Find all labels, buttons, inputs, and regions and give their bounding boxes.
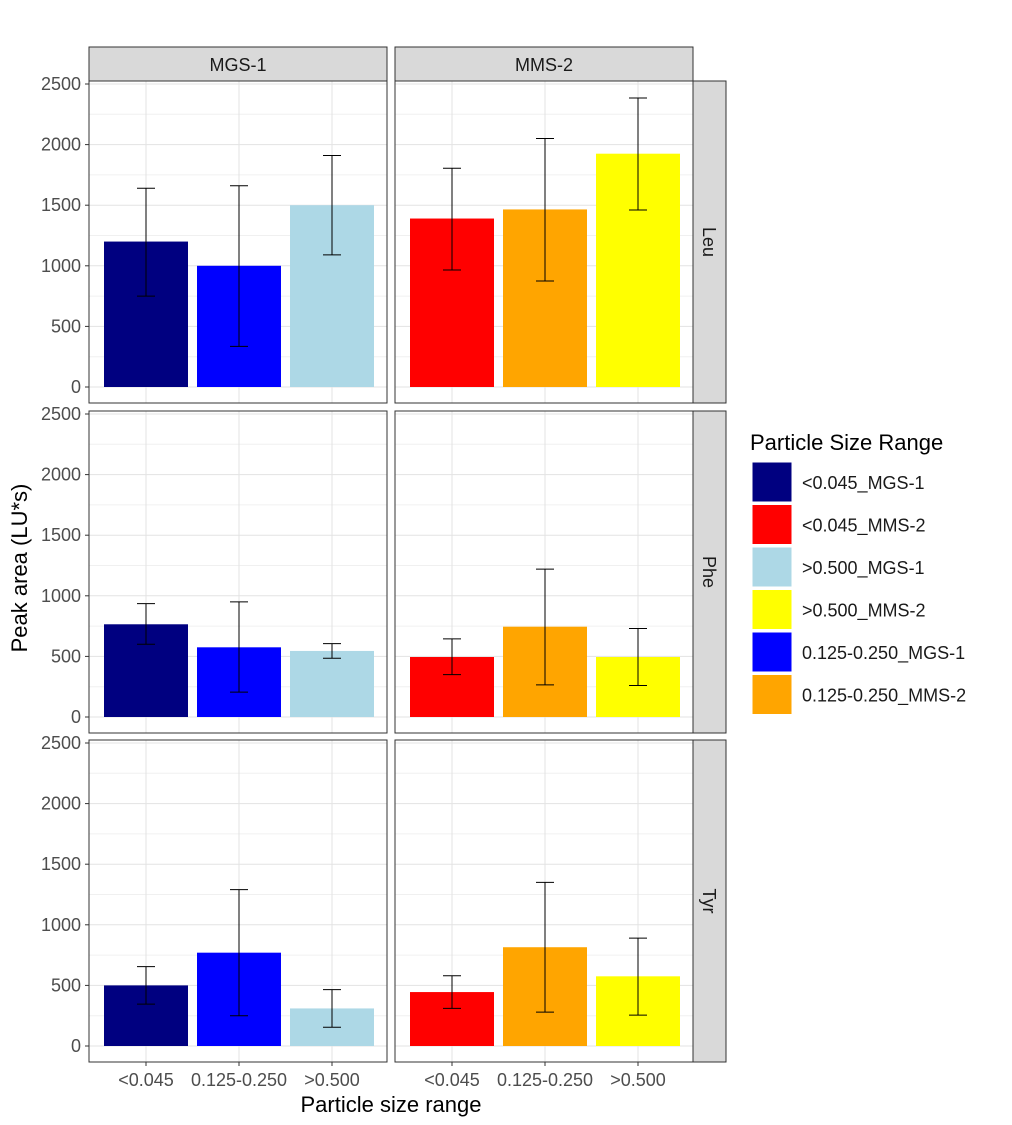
panel-border	[88, 80, 388, 404]
y-tick-label: 0	[71, 707, 81, 727]
facet-strip-label: Tyr	[699, 889, 719, 914]
chart-panels: MGS-1 MMS-2 Leu 0 500 1000 1500 2000 2500 Phe 0 500…	[41, 46, 727, 1090]
y-tick-label: 1500	[41, 525, 81, 545]
y-tick-label: 2000	[41, 465, 81, 485]
legend-label: 0.125-0.250_MGS-1	[802, 643, 965, 664]
x-tick-label: >0.500	[610, 1070, 666, 1090]
legend-key-0-500-mms-2	[751, 589, 793, 630]
y-tick-label: 500	[51, 646, 81, 666]
panel-border	[88, 410, 388, 734]
legend-key-0-500-mgs-1	[751, 546, 793, 588]
x-axis-title: Particle size range	[301, 1092, 482, 1117]
y-tick-label: 0	[71, 377, 81, 397]
y-tick-label: 500	[51, 316, 81, 336]
legend-label: <0.045_MMS-2	[802, 516, 926, 537]
legend-key-0-045-mms-2	[751, 504, 793, 545]
x-tick-label: 0.125-0.250	[191, 1070, 287, 1090]
facet-strip-mgs-1	[88, 46, 388, 82]
bar-phe-mgs-1-0-500	[290, 650, 374, 717]
facet-strip-tyr	[692, 739, 727, 1063]
legend-label: 0.125-0.250_MMS-2	[802, 686, 966, 707]
legend-key-0-125-0-250-mgs-1	[751, 631, 793, 673]
y-tick-label: 1000	[41, 586, 81, 606]
y-tick-label: 2000	[41, 794, 81, 814]
legend-label: >0.500_MMS-2	[802, 601, 926, 622]
legend-label: <0.045_MGS-1	[802, 473, 925, 494]
x-tick-label: <0.045	[118, 1070, 174, 1090]
facet-strip-mms-2	[394, 46, 694, 82]
legend: Particle Size Range <0.045_MGS-1 <0.045_M…	[750, 430, 966, 715]
x-tick-label: <0.045	[424, 1070, 480, 1090]
facet-strip-label: Phe	[699, 556, 719, 588]
legend-label: >0.500_MGS-1	[802, 558, 925, 579]
y-tick-label: 1500	[41, 195, 81, 215]
panel-border	[88, 739, 388, 1063]
panel-border	[394, 739, 694, 1063]
facet-strip-leu	[692, 80, 727, 404]
y-tick-label: 1000	[41, 256, 81, 276]
legend-key-0-045-mgs-1	[751, 461, 793, 503]
facet-strip-label: MGS-1	[209, 55, 266, 75]
facet-strip-label: MMS-2	[515, 55, 573, 75]
x-tick-label: >0.500	[304, 1070, 360, 1090]
legend-key-0-125-0-250-mms-2	[751, 674, 793, 715]
x-tick-label: 0.125-0.250	[497, 1070, 593, 1090]
y-tick-label: 2000	[41, 135, 81, 155]
facet-strip-label: Leu	[699, 227, 719, 257]
y-tick-label: 2500	[41, 733, 81, 753]
legend-title: Particle Size Range	[750, 430, 943, 455]
y-tick-label: 2500	[41, 74, 81, 94]
panel-border	[394, 80, 694, 404]
y-axis-title: Peak area (LU*s)	[7, 484, 32, 653]
y-tick-label: 500	[51, 975, 81, 995]
panel-border	[394, 410, 694, 734]
y-tick-label: 1000	[41, 915, 81, 935]
y-tick-label: 1500	[41, 854, 81, 874]
y-tick-label: 2500	[41, 404, 81, 424]
y-tick-label: 0	[71, 1036, 81, 1056]
